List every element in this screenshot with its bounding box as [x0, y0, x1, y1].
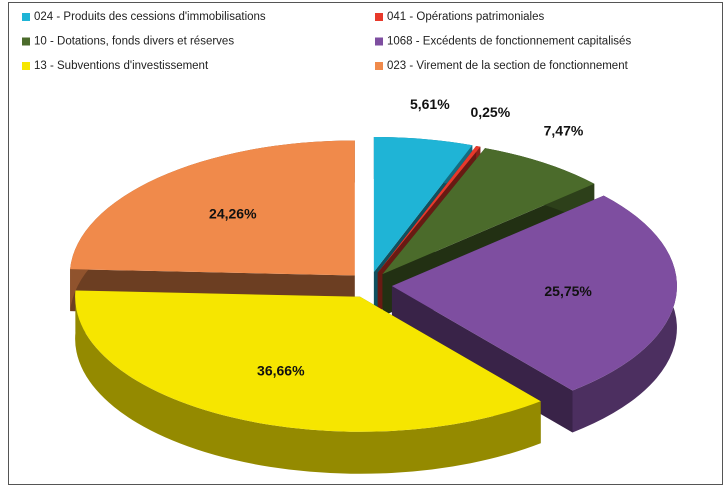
slice	[70, 140, 355, 276]
data-label: 5,61%	[410, 96, 450, 112]
legend-label: 1068 - Excédents de fonctionnement capit…	[387, 36, 631, 48]
slice	[373, 137, 473, 273]
data-label: 36,66%	[257, 362, 305, 378]
pie	[70, 137, 677, 474]
legend-swatch	[22, 13, 30, 21]
legend-label: 023 - Virement de la section de fonction…	[387, 60, 629, 72]
slice-wall	[75, 290, 541, 474]
legend-label: 10 - Dotations, fonds divers et réserves	[34, 36, 234, 48]
legend-label: 13 - Subventions d'investissement	[34, 60, 209, 72]
data-label: 7,47%	[544, 122, 584, 138]
slice	[75, 290, 541, 432]
legend-swatch	[22, 62, 30, 70]
data-label: 24,26%	[209, 206, 257, 222]
legend-swatch	[375, 37, 383, 46]
legend-swatch	[22, 37, 30, 46]
slice	[391, 195, 677, 391]
legend-swatch	[375, 62, 383, 70]
slice	[377, 145, 481, 273]
legend-swatch	[375, 13, 383, 21]
legend-label: 041 - Opérations patrimoniales	[387, 11, 544, 23]
legend-label: 024 - Produits des cessions d'immobilisa…	[34, 11, 266, 23]
slice	[382, 148, 595, 275]
data-label: 0,25%	[470, 104, 510, 120]
data-label: 25,75%	[544, 283, 592, 299]
